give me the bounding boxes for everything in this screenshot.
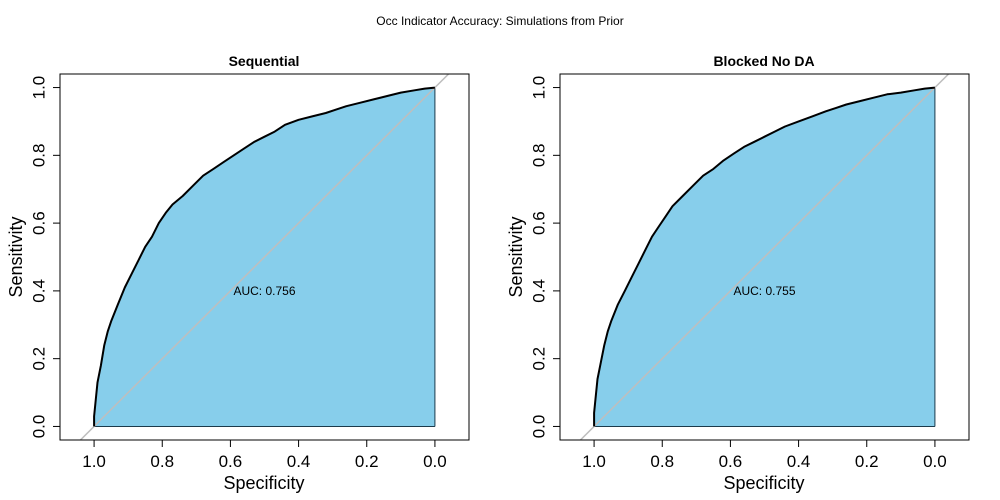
x-tick-label: 0.0: [423, 452, 447, 471]
y-tick-label: 1.0: [529, 76, 548, 100]
x-tick-label: 0.6: [219, 452, 243, 471]
roc-curve: [93, 86, 435, 427]
panel-title: Blocked No DA: [713, 53, 814, 69]
auc-label: AUC: 0.755: [733, 284, 795, 298]
reference-diagonal-line: [579, 74, 950, 440]
y-tick-label: 0.6: [29, 211, 48, 235]
plot-frame: [59, 73, 470, 441]
y-axis-label: Sensitivity: [6, 216, 26, 297]
y-axis-label: Sensitivity: [506, 216, 526, 297]
y-tick-label: 0.4: [29, 279, 48, 303]
x-tick-label: 0.8: [150, 452, 174, 471]
plot-frame: [559, 73, 970, 441]
y-tick-label: 0.8: [29, 144, 48, 168]
panel-title: Sequential: [229, 53, 300, 69]
y-tick-label: 0.2: [29, 347, 48, 371]
roc-panel-blocked-no-da: Blocked No DA Specificity Sensitivity 1.…: [506, 53, 970, 493]
y-tick-label: 0.6: [529, 211, 548, 235]
y-tick-label: 0.0: [529, 415, 548, 439]
x-tick-label: 0.8: [650, 452, 674, 471]
y-tick-label: 0.8: [529, 144, 548, 168]
auc-label: AUC: 0.756: [233, 284, 295, 298]
x-tick-label: 0.4: [787, 452, 811, 471]
y-tick-label: 0.4: [529, 279, 548, 303]
roc-curve: [593, 86, 935, 427]
x-tick-label: 0.4: [287, 452, 311, 471]
figure-title: Occ Indicator Accuracy: Simulations from…: [376, 14, 623, 28]
roc-panel-sequential: Sequential Specificity Sensitivity 1.0 0.…: [6, 53, 470, 493]
y-tick-label: 1.0: [29, 76, 48, 100]
y-tick-label: 0.2: [529, 347, 548, 371]
x-axis-label: Specificity: [723, 473, 804, 493]
reference-diagonal-line: [79, 74, 450, 440]
x-tick-label: 1.0: [582, 452, 606, 471]
x-tick-label: 0.2: [355, 452, 379, 471]
x-tick-label: 0.0: [923, 452, 947, 471]
x-tick-label: 1.0: [82, 452, 106, 471]
x-axis-label: Specificity: [223, 473, 304, 493]
x-tick-label: 0.6: [719, 452, 743, 471]
y-tick-label: 0.0: [29, 415, 48, 439]
x-tick-label: 0.2: [855, 452, 879, 471]
